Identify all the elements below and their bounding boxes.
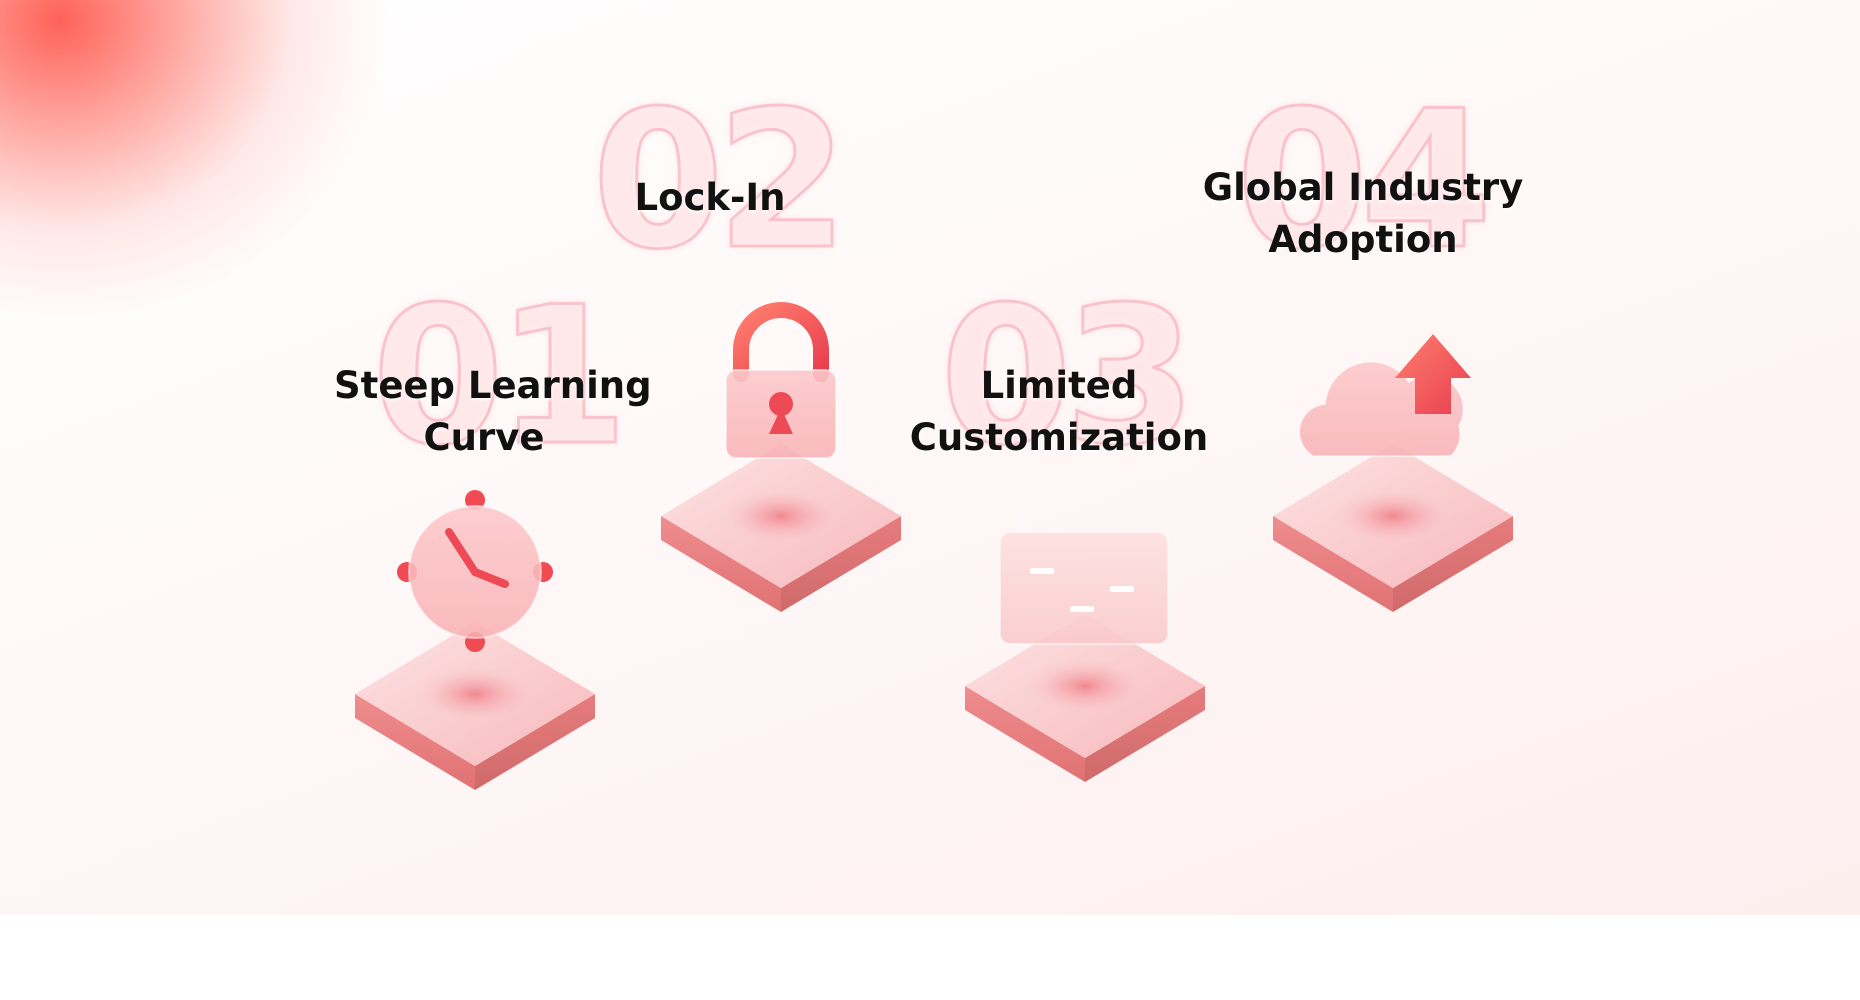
step-number-02: 02 xyxy=(590,70,849,291)
step-label-03: Limited Customization xyxy=(909,360,1209,464)
step-label-02-line1: Lock-In xyxy=(634,176,786,219)
clock-icon xyxy=(397,490,553,652)
step-label-01-line2: Curve xyxy=(423,416,545,459)
step-label-03-line1: Limited xyxy=(980,364,1138,407)
gradient-background xyxy=(0,0,1860,915)
sliders-icon xyxy=(999,531,1169,645)
step-label-02: Lock-In xyxy=(560,172,860,224)
step-label-04-line1: Global Industry xyxy=(1202,166,1524,209)
bottom-margin xyxy=(0,915,1860,1000)
step-label-01: Steep Learning Curve xyxy=(334,360,652,464)
step-number-01: 01 xyxy=(370,266,629,487)
cloud-upload-illustration xyxy=(1273,334,1513,612)
step-label-03-line2: Customization xyxy=(909,416,1209,459)
step-number-04: 04 xyxy=(1234,70,1493,291)
platform-03 xyxy=(965,614,1205,782)
platform-02 xyxy=(661,444,901,612)
step-label-04-line2: Adoption xyxy=(1268,218,1458,261)
step-label-01-line1: Steep Learning xyxy=(334,364,652,407)
step-label-04: Global Industry Adoption xyxy=(1173,162,1553,266)
padlock-illustration xyxy=(661,302,901,612)
sliders-illustration xyxy=(965,531,1205,782)
step-number-03: 03 xyxy=(938,266,1197,487)
platform-01 xyxy=(355,622,595,790)
cloud-upload-icon xyxy=(1298,334,1471,457)
clock-illustration xyxy=(355,490,595,790)
padlock-icon xyxy=(725,302,837,459)
platform-04 xyxy=(1273,444,1513,612)
